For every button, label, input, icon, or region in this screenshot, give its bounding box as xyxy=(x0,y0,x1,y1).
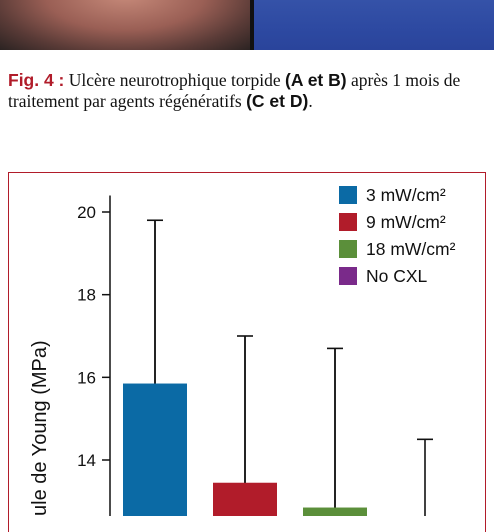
legend-swatch-3 xyxy=(339,240,357,258)
figure-label: Fig. 4 : xyxy=(8,70,65,90)
caption-text-1: Ulcère neurotrophique torpide xyxy=(64,70,286,90)
legend-label-3: 18 mW/cm² xyxy=(366,239,456,259)
chart-frame xyxy=(8,172,486,532)
legend-label-1: 3 mW/cm² xyxy=(366,185,446,205)
caption-bold-1: (A et B) xyxy=(285,70,347,90)
photo-ulcer-after xyxy=(254,0,494,50)
caption-text-2: après 1 mois de traitement par agents ré… xyxy=(8,70,461,112)
legend-swatch-4 xyxy=(339,267,357,285)
bar-2 xyxy=(213,482,277,516)
y-axis-label: ule de Young (MPa) xyxy=(29,340,51,516)
y-tick-label-16: 16 xyxy=(77,368,96,387)
legend-label-4: No CXL xyxy=(366,266,428,286)
bar-3 xyxy=(303,507,367,516)
y-tick-label-20: 20 xyxy=(77,203,96,222)
legend-label-2: 9 mW/cm² xyxy=(366,212,446,232)
legend-swatch-1 xyxy=(339,186,357,204)
y-tick-label-18: 18 xyxy=(77,286,96,305)
photo-divider xyxy=(250,0,254,50)
legend-swatch-2 xyxy=(339,213,357,231)
figure-caption: Fig. 4 : Ulcère neurotrophique torpide (… xyxy=(8,70,488,113)
photo-strip xyxy=(0,0,494,50)
y-tick-label-14: 14 xyxy=(77,451,96,470)
photo-ulcer-before xyxy=(0,0,250,50)
caption-bold-2: (C et D) xyxy=(246,91,309,112)
caption-text-3: . xyxy=(308,91,313,112)
chart-svg: 14 16 18 20 ule de Young (MPa) 3 mW/cm² 9 mW/c… xyxy=(29,185,456,516)
bar-1 xyxy=(123,383,187,516)
